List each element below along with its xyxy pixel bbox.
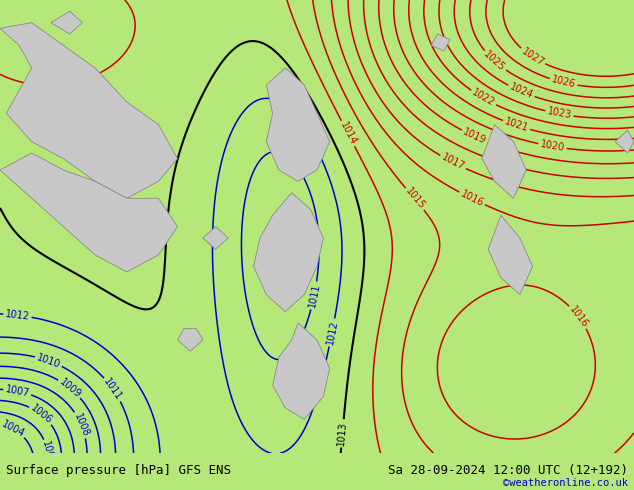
Polygon shape: [51, 11, 82, 34]
Text: 1012: 1012: [325, 319, 339, 345]
Polygon shape: [0, 153, 178, 272]
Polygon shape: [0, 23, 178, 198]
Text: 1006: 1006: [29, 403, 54, 426]
Text: 1009: 1009: [57, 377, 82, 400]
Text: 1016: 1016: [459, 189, 485, 208]
Text: 1014: 1014: [338, 121, 358, 147]
Polygon shape: [482, 124, 526, 198]
Text: 1011: 1011: [307, 283, 321, 309]
Text: 1012: 1012: [4, 309, 30, 321]
Text: 1008: 1008: [72, 412, 91, 438]
Polygon shape: [431, 34, 450, 51]
Polygon shape: [273, 323, 330, 419]
Text: 1022: 1022: [470, 88, 496, 109]
Text: 1027: 1027: [519, 46, 546, 68]
Text: 1016: 1016: [567, 304, 590, 330]
Text: 1015: 1015: [403, 186, 427, 212]
Text: Sa 28-09-2024 12:00 UTC (12+192): Sa 28-09-2024 12:00 UTC (12+192): [387, 465, 628, 477]
Text: 1007: 1007: [4, 384, 30, 398]
Text: 1013: 1013: [337, 421, 349, 446]
Text: ©weatheronline.co.uk: ©weatheronline.co.uk: [503, 478, 628, 488]
Text: 1010: 1010: [36, 352, 62, 370]
Polygon shape: [266, 68, 330, 181]
Polygon shape: [254, 193, 323, 312]
Text: 1018: 1018: [491, 155, 517, 172]
Text: 1005: 1005: [40, 440, 56, 466]
Text: 1011: 1011: [102, 376, 124, 402]
Text: 1020: 1020: [540, 139, 566, 153]
Polygon shape: [203, 226, 228, 249]
Text: 1021: 1021: [503, 117, 529, 134]
Polygon shape: [178, 329, 203, 351]
Text: 1024: 1024: [508, 82, 534, 101]
Text: 1019: 1019: [462, 127, 488, 146]
Text: 1023: 1023: [547, 107, 573, 121]
Text: 1025: 1025: [482, 49, 507, 73]
Text: 1017: 1017: [439, 152, 466, 172]
Text: 1014: 1014: [67, 73, 93, 89]
Text: 1004: 1004: [0, 419, 26, 440]
Text: 1026: 1026: [550, 74, 576, 90]
Polygon shape: [615, 130, 634, 153]
Polygon shape: [488, 215, 533, 294]
Text: Surface pressure [hPa] GFS ENS: Surface pressure [hPa] GFS ENS: [6, 465, 231, 477]
